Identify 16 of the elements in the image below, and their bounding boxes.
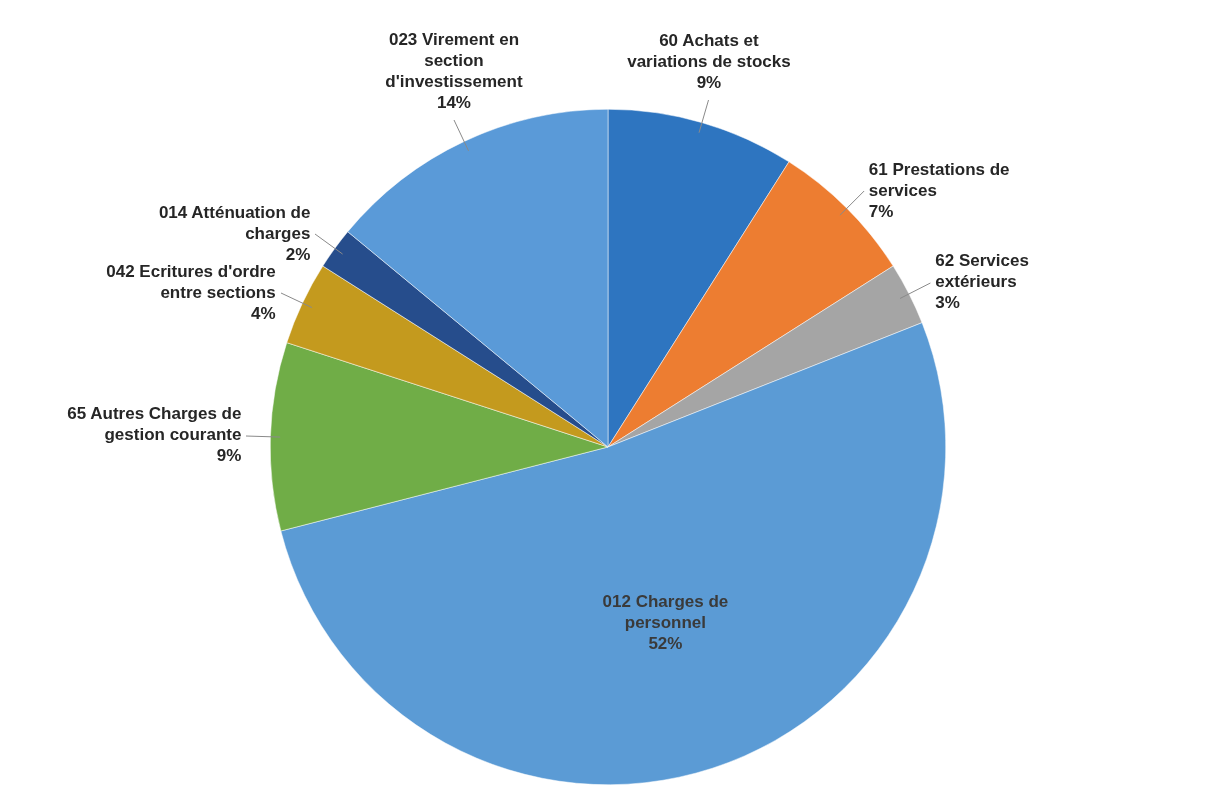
- data-label: 3%: [935, 293, 960, 313]
- data-label: 7%: [868, 201, 894, 221]
- slice-label: 023 Virement en section d'investissement: [385, 29, 523, 91]
- data-label: 9%: [216, 446, 242, 466]
- data-label: 2%: [285, 245, 311, 265]
- data-label: 9%: [696, 72, 722, 92]
- data-label: 14%: [436, 92, 471, 112]
- slice-label: 62 Services extérieurs: [935, 251, 1029, 292]
- slice-label: 60 Achats et variations de stocks: [627, 30, 791, 71]
- slice-label: 042 Ecritures d'ordre entre sections: [106, 261, 276, 302]
- slice-label: 61 Prestations de services: [868, 159, 1010, 200]
- data-label: 52%: [648, 634, 683, 654]
- data-label: 4%: [251, 303, 276, 323]
- slice-label: 65 Autres Charges de gestion courante: [67, 404, 242, 445]
- slice-label: 012 Charges de personnel: [602, 592, 729, 633]
- slice-label: 014 Atténuation de charges: [158, 203, 311, 244]
